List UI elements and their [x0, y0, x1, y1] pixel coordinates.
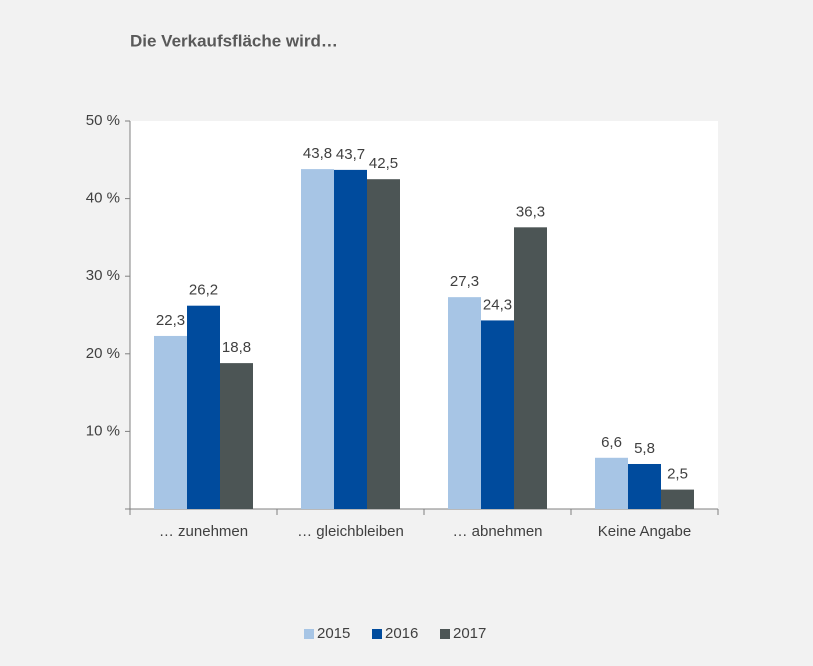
- data-label: 2,5: [667, 466, 688, 483]
- data-label: 24,3: [483, 296, 512, 313]
- legend-swatch: [372, 629, 382, 639]
- bar: [334, 169, 367, 509]
- bar: [301, 169, 334, 509]
- data-label: 42,5: [369, 155, 398, 172]
- data-label: 36,3: [516, 203, 545, 220]
- legend-label: 2016: [385, 625, 418, 642]
- bar: [481, 320, 514, 509]
- data-label: 27,3: [450, 273, 479, 290]
- data-label: 43,8: [303, 145, 332, 162]
- bar: [220, 363, 253, 509]
- y-tick-label: 20 %: [86, 345, 120, 362]
- data-label: 5,8: [634, 440, 655, 457]
- x-tick-label: … abnehmen: [452, 523, 542, 540]
- x-tick-label: Keine Angabe: [598, 523, 691, 540]
- data-label: 43,7: [336, 146, 365, 163]
- legend-label: 2015: [317, 625, 350, 642]
- bar: [595, 457, 628, 509]
- chart-title: Die Verkaufsfläche wird…: [130, 31, 338, 50]
- bar: [661, 489, 694, 509]
- x-tick-label: … zunehmen: [159, 523, 248, 540]
- bar: [154, 335, 187, 509]
- y-tick-label: 10 %: [86, 422, 120, 439]
- bar: [448, 297, 481, 509]
- bar: [367, 179, 400, 509]
- data-label: 22,3: [156, 312, 185, 329]
- legend-swatch: [304, 629, 314, 639]
- y-tick-label: 30 %: [86, 267, 120, 284]
- bar: [628, 463, 661, 509]
- data-label: 26,2: [189, 282, 218, 299]
- legend-swatch: [440, 629, 450, 639]
- bar: [187, 305, 220, 509]
- bar: [514, 227, 547, 509]
- y-tick-label: 50 %: [86, 112, 120, 129]
- legend-label: 2017: [453, 625, 486, 642]
- data-label: 18,8: [222, 339, 251, 356]
- y-tick-label: 40 %: [86, 190, 120, 207]
- x-tick-label: … gleichbleiben: [297, 523, 404, 540]
- data-label: 6,6: [601, 434, 622, 451]
